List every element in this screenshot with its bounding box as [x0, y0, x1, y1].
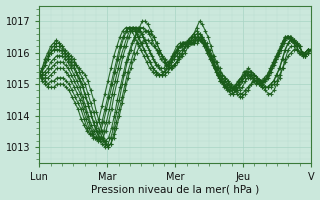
X-axis label: Pression niveau de la mer( hPa ): Pression niveau de la mer( hPa ): [91, 184, 259, 194]
